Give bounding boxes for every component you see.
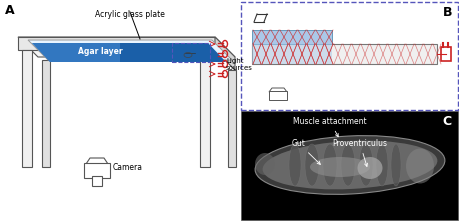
Ellipse shape [357,157,382,179]
Polygon shape [86,158,108,164]
Text: Light
sources: Light sources [225,57,252,71]
Text: Muscle attachment: Muscle attachment [292,117,366,137]
Ellipse shape [390,144,400,186]
Ellipse shape [304,144,318,186]
Polygon shape [18,37,214,50]
Text: A: A [5,4,15,17]
Bar [200,50,210,167]
Ellipse shape [375,144,387,186]
Bar [84,163,110,178]
Text: Gut: Gut [291,139,319,165]
Polygon shape [32,43,120,62]
Polygon shape [32,43,225,62]
Text: Acrylic glass plate: Acrylic glass plate [95,10,165,19]
Bar [42,60,50,167]
Bar [252,44,436,64]
Polygon shape [269,88,286,92]
Polygon shape [28,40,231,60]
Ellipse shape [340,144,354,186]
Ellipse shape [405,149,433,184]
Bar [269,91,286,100]
Text: Camera: Camera [113,163,143,172]
Text: Proventriculus: Proventriculus [332,139,386,166]
Text: C: C [442,115,451,128]
Bar [241,2,457,110]
Bar [172,43,210,62]
Ellipse shape [254,153,274,175]
Polygon shape [214,37,235,70]
Bar [22,50,32,167]
Text: Agar layer: Agar layer [78,46,123,56]
Ellipse shape [288,144,300,186]
Ellipse shape [358,144,372,186]
Ellipse shape [255,136,444,194]
Polygon shape [18,37,235,57]
Bar [241,2,457,110]
Bar [252,44,331,64]
Bar [440,47,450,61]
Ellipse shape [309,157,369,177]
Bar [228,70,235,167]
Text: B: B [442,6,451,19]
Ellipse shape [262,141,437,189]
Ellipse shape [322,144,336,186]
Bar [92,176,102,186]
Bar [241,111,457,220]
Bar [252,30,331,44]
